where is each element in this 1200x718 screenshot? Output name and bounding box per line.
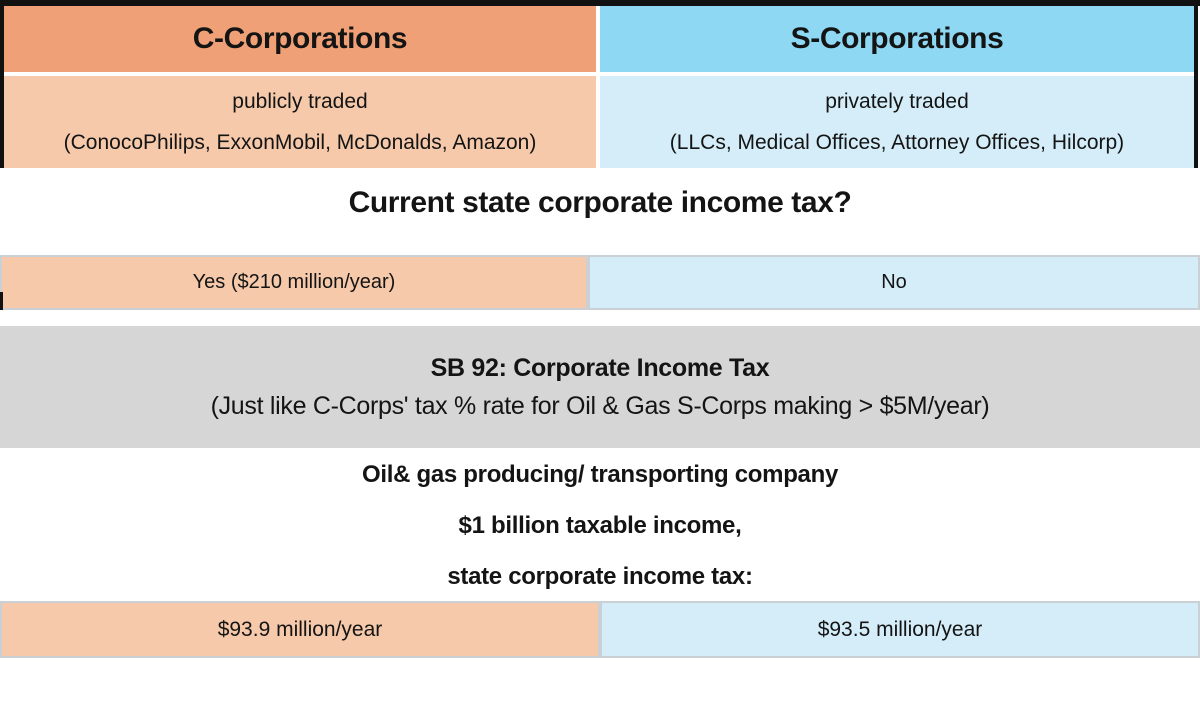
c-current-tax-cell: Yes ($210 million/year) — [0, 255, 588, 310]
c-sb92-tax-value: $93.9 million/year — [217, 617, 383, 641]
s-corporations-description-cell: privately traded (LLCs, Medical Offices,… — [600, 76, 1194, 168]
s-corporations-header-cell: S-Corporations — [600, 6, 1194, 72]
question-heading-text: Current state corporate income tax? — [348, 186, 852, 219]
s-examples: (LLCs, Medical Offices, Attorney Offices… — [669, 131, 1125, 154]
scenario-line-company: Oil& gas producing/ transporting company — [361, 460, 839, 488]
sb92-banner-subtitle: (Just like C-Corps' tax % rate for Oil &… — [210, 392, 990, 420]
scenario-line-tax: state corporate income tax: — [447, 562, 753, 590]
sb92-banner-title: SB 92: Corporate Income Tax — [430, 354, 770, 382]
header-frame-left-border — [0, 0, 4, 168]
left-edge-mark — [0, 292, 3, 310]
scenario-line-income: $1 billion taxable income, — [458, 511, 742, 539]
s-current-tax-cell: No — [588, 255, 1200, 310]
s-sb92-tax-cell: $93.5 million/year — [600, 601, 1200, 658]
s-current-tax-value: No — [881, 271, 907, 293]
scenario-description: Oil& gas producing/ transporting company… — [0, 451, 1200, 599]
header-frame-right-border — [1194, 4, 1198, 168]
c-corporations-header-cell: C-Corporations — [4, 6, 596, 72]
s-sb92-tax-value: $93.5 million/year — [817, 617, 983, 641]
s-trading-type: privately traded — [825, 90, 969, 113]
s-corporations-header-label: S-Corporations — [790, 22, 1004, 55]
c-examples: (ConocoPhilips, ExxonMobil, McDonalds, A… — [63, 131, 537, 154]
question-heading: Current state corporate income tax? — [0, 185, 1200, 221]
c-current-tax-value: Yes ($210 million/year) — [192, 271, 396, 293]
header-frame-top-border — [0, 0, 1200, 6]
sb92-banner: SB 92: Corporate Income Tax (Just like C… — [0, 326, 1200, 448]
c-sb92-tax-cell: $93.9 million/year — [0, 601, 600, 658]
c-trading-type: publicly traded — [232, 90, 368, 113]
c-corporations-description-cell: publicly traded (ConocoPhilips, ExxonMob… — [4, 76, 596, 168]
c-corporations-header-label: C-Corporations — [192, 22, 408, 55]
